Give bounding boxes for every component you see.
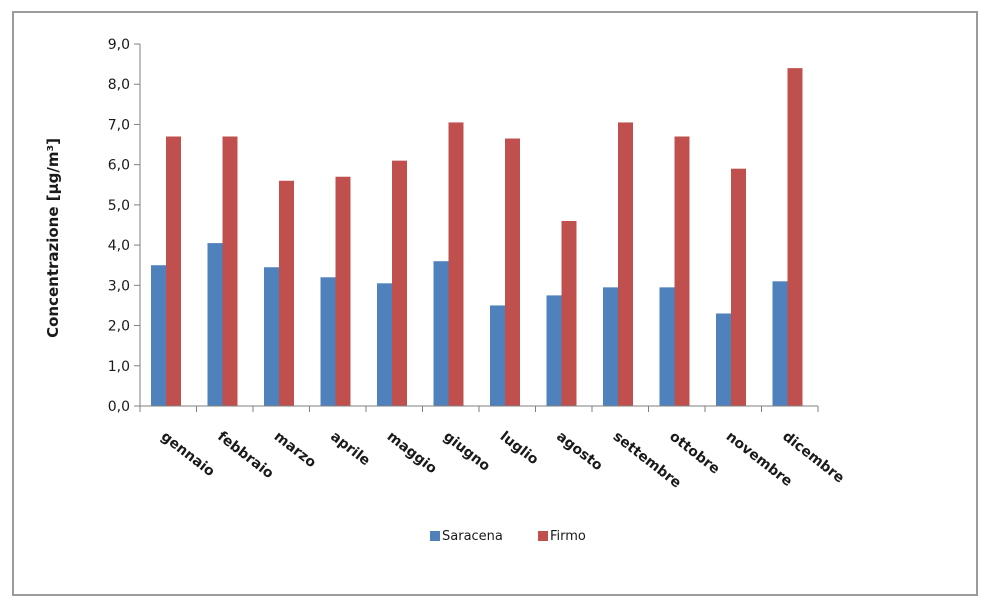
y-tick-label: 7,0 bbox=[108, 117, 130, 133]
x-tick-label: agosto bbox=[553, 429, 605, 475]
bar-saracena-luglio bbox=[490, 305, 505, 406]
y-tick-label: 1,0 bbox=[108, 359, 130, 375]
x-tick-label: ottobre bbox=[666, 429, 722, 478]
y-tick-label: 2,0 bbox=[108, 319, 130, 335]
bar-saracena-agosto bbox=[546, 295, 562, 406]
bar-firmo-settembre bbox=[618, 122, 633, 406]
legend-swatch-saracena bbox=[430, 531, 440, 541]
bar-saracena-dicembre bbox=[772, 281, 788, 406]
legend: Saracena Firmo bbox=[430, 529, 586, 544]
bar-firmo-ottobre bbox=[674, 136, 690, 406]
bar-saracena-aprile bbox=[320, 277, 336, 406]
x-tick-label: maggio bbox=[384, 429, 440, 478]
legend-label-saracena: Saracena bbox=[442, 529, 503, 544]
bar-firmo-novembre bbox=[731, 168, 746, 406]
y-tick-label: 0,0 bbox=[108, 399, 130, 415]
y-tick-label: 3,0 bbox=[108, 278, 130, 294]
bar-firmo-aprile bbox=[335, 176, 351, 406]
x-tick-label: febbraio bbox=[214, 429, 276, 483]
bar-saracena-giugno bbox=[433, 261, 449, 406]
bar-saracena-febbraio bbox=[207, 243, 223, 406]
bar-saracena-settembre bbox=[603, 287, 618, 406]
y-axis-ticks: 0,0 1,0 2,0 3,0 4,0 5,0 6,0 7,0 8,0 9,0 bbox=[108, 37, 140, 415]
bar-firmo-febbraio bbox=[222, 136, 238, 406]
bar-firmo-agosto bbox=[561, 220, 577, 406]
bar-saracena-maggio bbox=[377, 283, 392, 406]
legend-swatch-firmo bbox=[538, 531, 548, 541]
bar-firmo-marzo bbox=[279, 180, 294, 406]
bar-saracena-gennaio bbox=[151, 265, 166, 406]
y-tick-label: 5,0 bbox=[108, 198, 130, 214]
bar-firmo-giugno bbox=[448, 122, 464, 406]
y-axis-title: Concentrazione [µg/m³] bbox=[44, 138, 62, 338]
y-tick-label: 6,0 bbox=[108, 158, 130, 174]
bars bbox=[151, 68, 803, 406]
bar-firmo-dicembre bbox=[787, 68, 803, 406]
bar-saracena-novembre bbox=[716, 313, 731, 406]
legend-label-firmo: Firmo bbox=[550, 529, 586, 544]
y-tick-label: 9,0 bbox=[108, 37, 130, 53]
x-tick-label: marzo bbox=[271, 429, 320, 472]
x-tick-label: luglio bbox=[497, 429, 542, 469]
bar-firmo-luglio bbox=[505, 138, 520, 406]
x-tick-label: gennaio bbox=[158, 429, 218, 481]
x-tick-label: aprile bbox=[327, 429, 373, 470]
bar-firmo-gennaio bbox=[166, 136, 181, 406]
axes bbox=[139, 44, 819, 412]
bar-saracena-ottobre bbox=[659, 287, 675, 406]
bar-saracena-marzo bbox=[264, 267, 279, 406]
y-tick-label: 8,0 bbox=[108, 77, 130, 93]
y-tick-label: 4,0 bbox=[108, 238, 130, 254]
x-tick-label: giugno bbox=[440, 429, 493, 475]
bar-firmo-maggio bbox=[392, 160, 407, 406]
